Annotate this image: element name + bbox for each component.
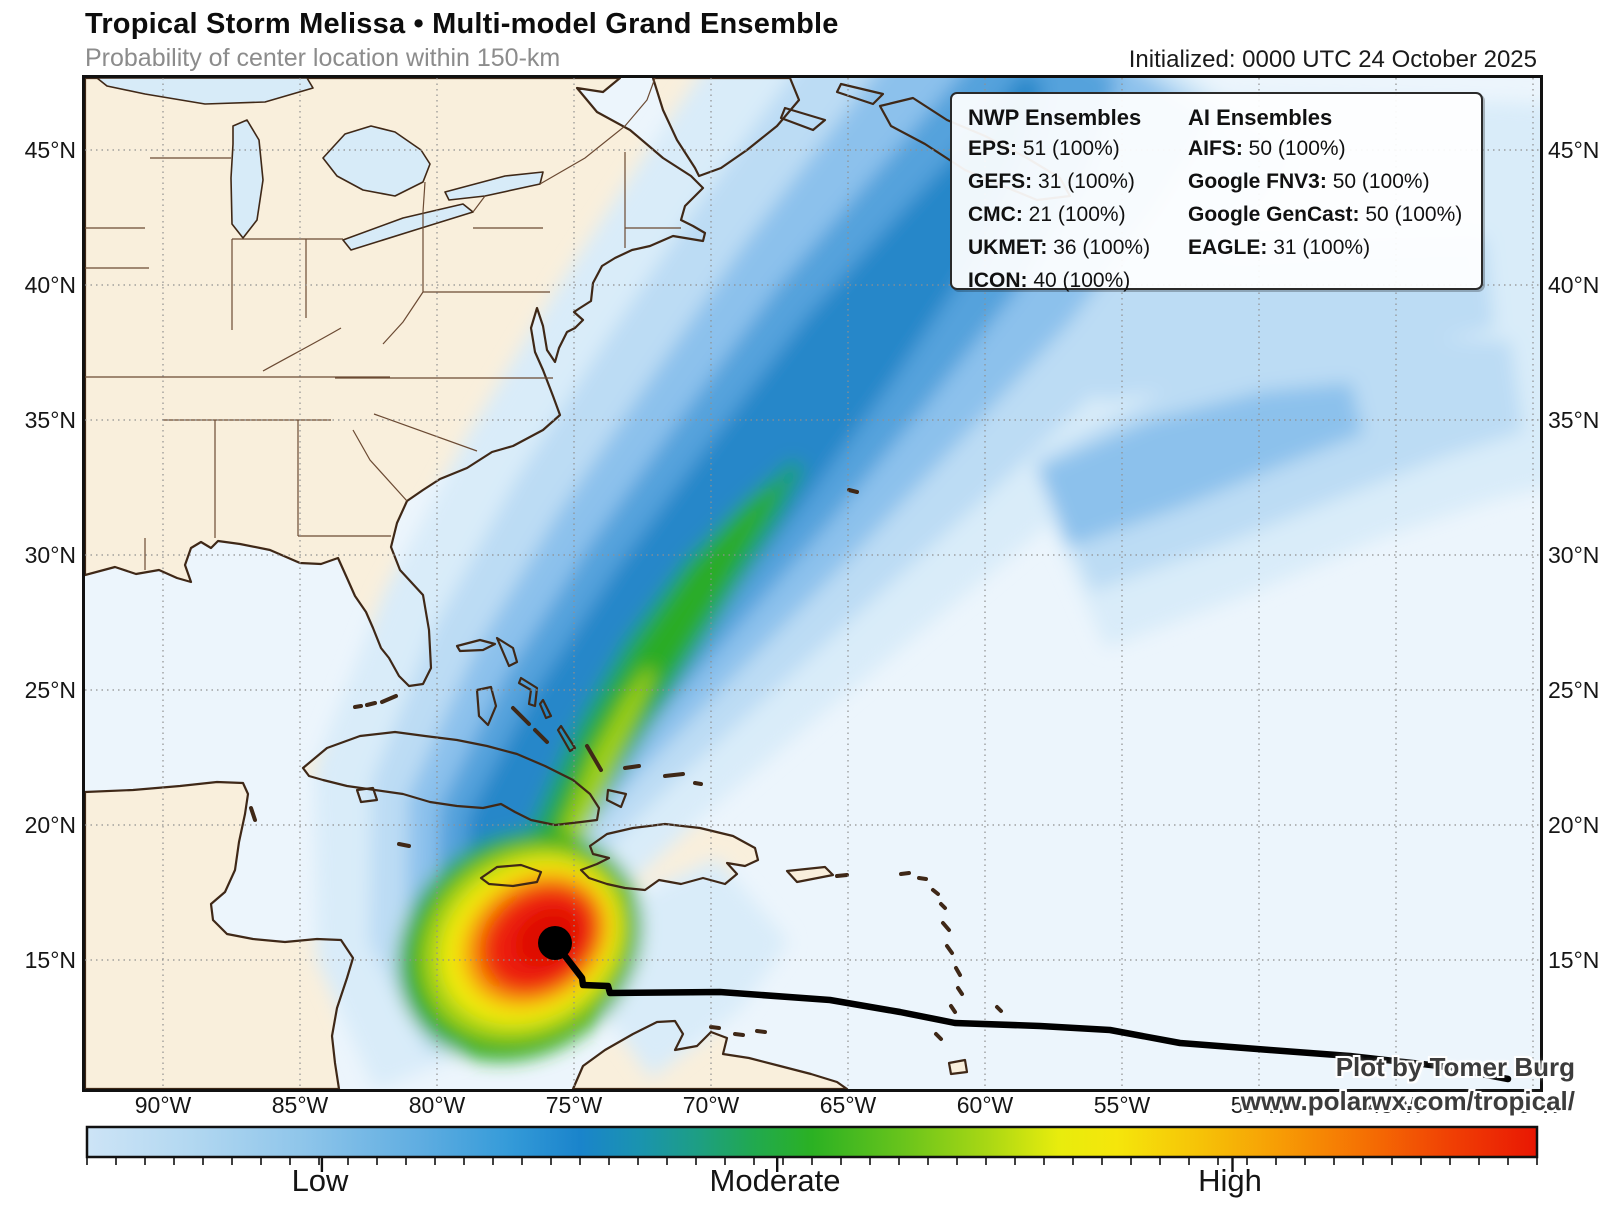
probability-colorbar <box>85 1125 1539 1172</box>
lon-label-60w: 60°W <box>956 1092 1014 1118</box>
page-title: Tropical Storm Melissa • Multi-model Gra… <box>85 8 839 40</box>
lon-label-65w: 65°W <box>819 1092 877 1118</box>
initialization-timestamp: Initialized: 0000 UTC 24 October 2025 <box>1128 46 1537 73</box>
colorbar-bar <box>85 1125 1539 1159</box>
legend-item-gefs: GEFS: 31 (100%) <box>968 170 1135 193</box>
lat-left-25n: 25°N <box>24 677 76 703</box>
lon-label-45w: 45°W <box>1367 1092 1425 1118</box>
legend-item-aifs: AIFS: 50 (100%) <box>1188 137 1346 160</box>
map-svg <box>85 78 1540 1089</box>
lat-left-40n: 40°N <box>24 272 76 298</box>
lon-label-55w: 55°W <box>1093 1092 1151 1118</box>
legend-ai-column: AI Ensembles AIFS: 50 (100%) Google FNV3… <box>1188 103 1473 269</box>
legend-item-eagle: EAGLE: 31 (100%) <box>1188 236 1371 259</box>
colorbar-label-moderate: Moderate <box>709 1163 841 1198</box>
attribution: Plot by Tomer Burg www.polarwx.com/tropi… <box>975 1050 1575 1118</box>
lat-right-15n: 15°N <box>1548 947 1600 973</box>
lon-label-75w: 75°W <box>545 1092 603 1118</box>
attribution-credit: Plot by Tomer Burg <box>1335 1052 1575 1082</box>
page-subtitle: Probability of center location within 15… <box>85 44 561 72</box>
storm-track <box>551 939 1512 1083</box>
colorbar-label-low: Low <box>291 1163 349 1198</box>
map-canvas: Plot by Tomer Burg www.polarwx.com/tropi… <box>82 75 1575 1116</box>
lat-left-35n: 35°N <box>24 407 76 433</box>
lat-right-30n: 30°N <box>1548 542 1600 568</box>
lon-label-50w: 50°W <box>1230 1092 1288 1118</box>
lat-right-45n: 45°N <box>1548 137 1600 163</box>
lat-left-30n: 30°N <box>24 542 76 568</box>
lat-left-20n: 20°N <box>24 812 76 838</box>
legend-item-eps: EPS: 51 (100%) <box>968 137 1120 160</box>
ensemble-legend: NWP Ensembles EPS: 51 (100%) GEFS: 31 (1… <box>950 92 1483 292</box>
lat-right-25n: 25°N <box>1548 677 1600 703</box>
lon-label-85w: 85°W <box>271 1092 329 1118</box>
legend-ai-title: AI Ensembles <box>1188 105 1333 130</box>
lat-left-45n: 45°N <box>24 137 76 163</box>
lon-label-80w: 80°W <box>408 1092 466 1118</box>
lat-right-20n: 20°N <box>1548 812 1600 838</box>
lon-label-40w: 40°W <box>1504 1092 1562 1118</box>
colorbar-label-high: High <box>1198 1163 1262 1198</box>
graticule <box>85 78 1540 1089</box>
lat-right-35n: 35°N <box>1548 407 1600 433</box>
lat-left-15n: 15°N <box>24 947 76 973</box>
colorbar-ticks <box>86 1157 1538 1172</box>
attribution-url: www.polarwx.com/tropical/ <box>1240 1086 1575 1116</box>
legend-item-cmc: CMC: 21 (100%) <box>968 203 1126 226</box>
lat-right-40n: 40°N <box>1548 272 1600 298</box>
legend-item-fnv3: Google FNV3: 50 (100%) <box>1188 170 1430 193</box>
legend-nwp-title: NWP Ensembles <box>968 105 1142 130</box>
lon-label-90w: 90°W <box>134 1092 192 1118</box>
legend-item-ukmet: UKMET: 36 (100%) <box>968 236 1151 259</box>
storm-center-dot <box>538 926 572 960</box>
legend-item-icon-model: ICON: 40 (100%) <box>968 269 1131 292</box>
legend-item-gencast: Google GenCast: 50 (100%) <box>1188 203 1463 226</box>
legend-nwp-column: NWP Ensembles EPS: 51 (100%) GEFS: 31 (1… <box>968 103 1188 302</box>
lon-label-70w: 70°W <box>682 1092 740 1118</box>
